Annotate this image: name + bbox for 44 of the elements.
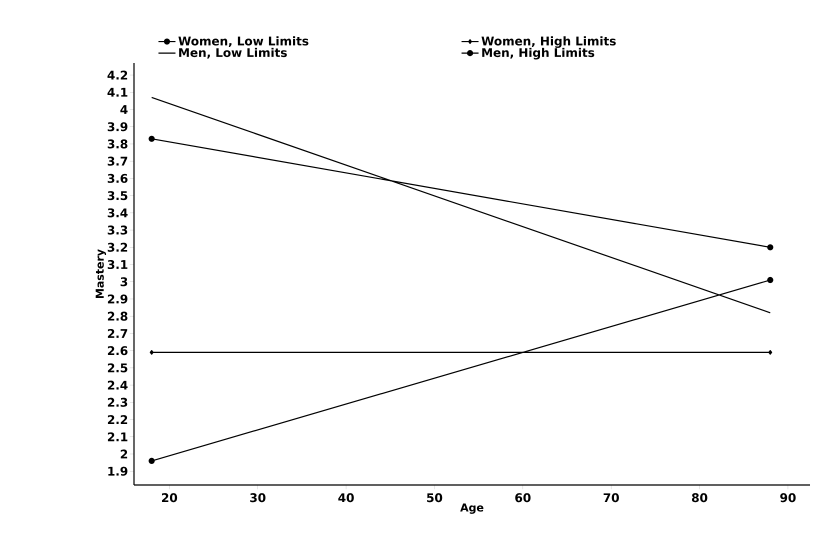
legend-label: Women, High Limits <box>482 36 616 48</box>
y-tick-label: 2.2 <box>108 415 128 424</box>
x-tick-label: 80 <box>692 493 708 502</box>
legend-label: Men, Low Limits <box>179 48 287 59</box>
y-tick-label: 4 <box>120 105 128 114</box>
x-tick-label: 90 <box>780 493 796 502</box>
y-tick-label: 3.5 <box>108 191 128 200</box>
y-tick-label: 2.7 <box>108 328 128 338</box>
point <box>767 276 774 284</box>
x-axis-title: Age <box>460 503 484 514</box>
legend-label: Women, Low Limits <box>178 36 308 48</box>
x-tick-label: 60 <box>515 493 531 502</box>
point <box>148 458 155 464</box>
y-tick-label: 3.7 <box>108 156 128 166</box>
point <box>768 350 772 355</box>
x-tick-label: 20 <box>162 493 178 502</box>
y-tick-label: 3.3 <box>108 226 128 235</box>
y-tick-label: 2.6 <box>108 346 128 356</box>
y-tick-label: 3 <box>120 277 128 286</box>
legend-label: Men, High Limits <box>482 48 594 60</box>
y-tick-label: 2.8 <box>108 312 128 321</box>
y-tick-label: 3.2 <box>108 242 128 252</box>
y-tick-label: 2.1 <box>108 432 128 442</box>
point <box>148 136 155 142</box>
y-tick-label: 3.9 <box>108 122 128 132</box>
y-tick-label: 2.4 <box>108 380 128 390</box>
y-tick-label: 3.1 <box>108 260 128 270</box>
x-tick-label: 70 <box>604 493 619 502</box>
x-tick-label: 50 <box>427 493 442 502</box>
y-tick-label: 2.9 <box>108 294 128 304</box>
y-tick-label: 4.1 <box>108 88 128 97</box>
point <box>150 350 154 355</box>
x-tick-label: 30 <box>250 493 266 502</box>
y-tick-label: 3.6 <box>108 174 128 183</box>
x-tick-label: 40 <box>338 493 354 502</box>
y-tick-label: 2 <box>120 450 128 458</box>
y-tick-label: 4.2 <box>108 70 128 80</box>
y-tick-label: 2.3 <box>108 398 128 407</box>
y-axis-title: Mastery <box>96 249 106 298</box>
y-tick-label: 2.5 <box>108 363 128 372</box>
y-tick-label: 3.4 <box>108 208 128 218</box>
point <box>767 244 774 250</box>
y-tick-label: 3.8 <box>108 139 128 148</box>
y-tick-label: 1.9 <box>108 466 128 476</box>
